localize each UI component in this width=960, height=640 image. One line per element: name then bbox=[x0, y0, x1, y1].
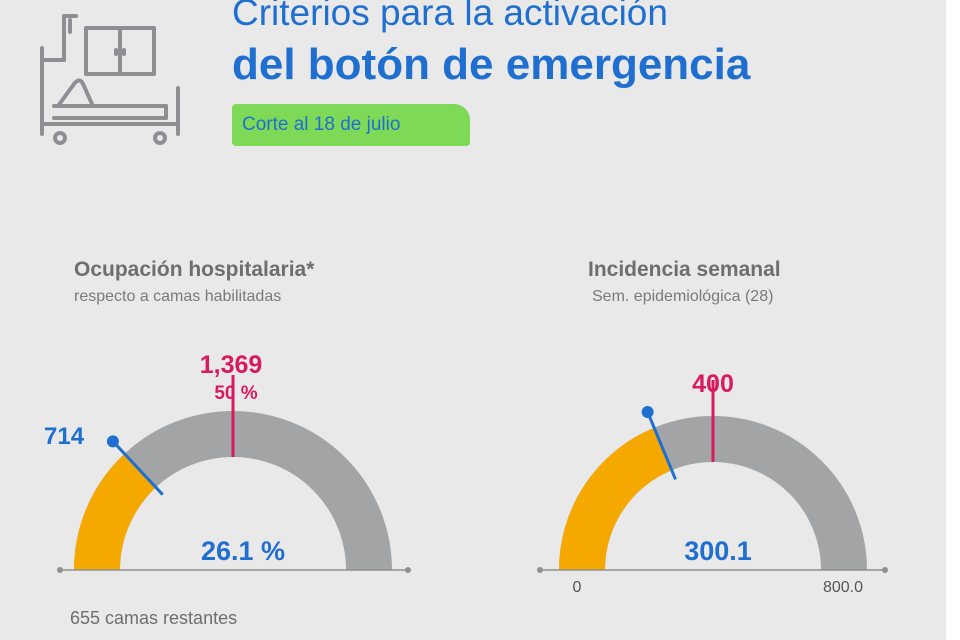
occupancy-gauge-fill bbox=[74, 453, 157, 571]
occupancy-subtitle: respecto a camas habilitadas bbox=[74, 288, 282, 305]
incidence-min-label: 0 bbox=[573, 579, 582, 596]
occupancy-gauge-track bbox=[74, 411, 392, 571]
occupancy-title: Ocupación hospitalaria* bbox=[74, 258, 315, 281]
occupancy-axis-right-dot bbox=[405, 567, 411, 573]
incidence-max-label: 800.0 bbox=[823, 579, 863, 596]
incidence-axis-left-dot bbox=[537, 567, 543, 573]
incidence-value-dot bbox=[641, 405, 654, 418]
occupancy-value-needle bbox=[111, 440, 164, 496]
occupancy-center-label: 26.1 % bbox=[201, 536, 285, 566]
right-edge-strip bbox=[946, 0, 960, 640]
date-badge: Corte al 18 de julio bbox=[232, 104, 470, 146]
page-title-line-1: Criterios para la activación bbox=[232, 0, 668, 33]
incidence-gauge: 400 300.1 0 800.0 bbox=[537, 370, 888, 596]
incidence-subtitle: Sem. epidemiológica (28) bbox=[592, 288, 774, 305]
incidence-threshold-label: 400 bbox=[692, 370, 734, 398]
occupancy-value-dot bbox=[106, 435, 119, 448]
occupancy-value-label: 714 bbox=[44, 423, 85, 450]
occupancy-gauge: 714 1,369 50 % 26.1 % bbox=[44, 351, 411, 573]
occupancy-threshold-label: 1,369 bbox=[200, 351, 263, 379]
incidence-axis-right-dot bbox=[882, 567, 888, 573]
page-title-line-2: del botón de emergencia bbox=[232, 40, 751, 89]
incidence-gauge-fill bbox=[559, 427, 673, 571]
occupancy-threshold-percent: 50 % bbox=[214, 383, 257, 404]
incidence-title: Incidencia semanal bbox=[588, 258, 781, 281]
incidence-gauge-track bbox=[559, 416, 867, 571]
incidence-center-label: 300.1 bbox=[684, 536, 752, 566]
occupancy-axis-left-dot bbox=[57, 567, 63, 573]
hospital-bed-icon bbox=[40, 14, 180, 145]
incidence-value-needle bbox=[646, 411, 677, 481]
remaining-beds-label: 655 camas restantes bbox=[70, 608, 238, 628]
